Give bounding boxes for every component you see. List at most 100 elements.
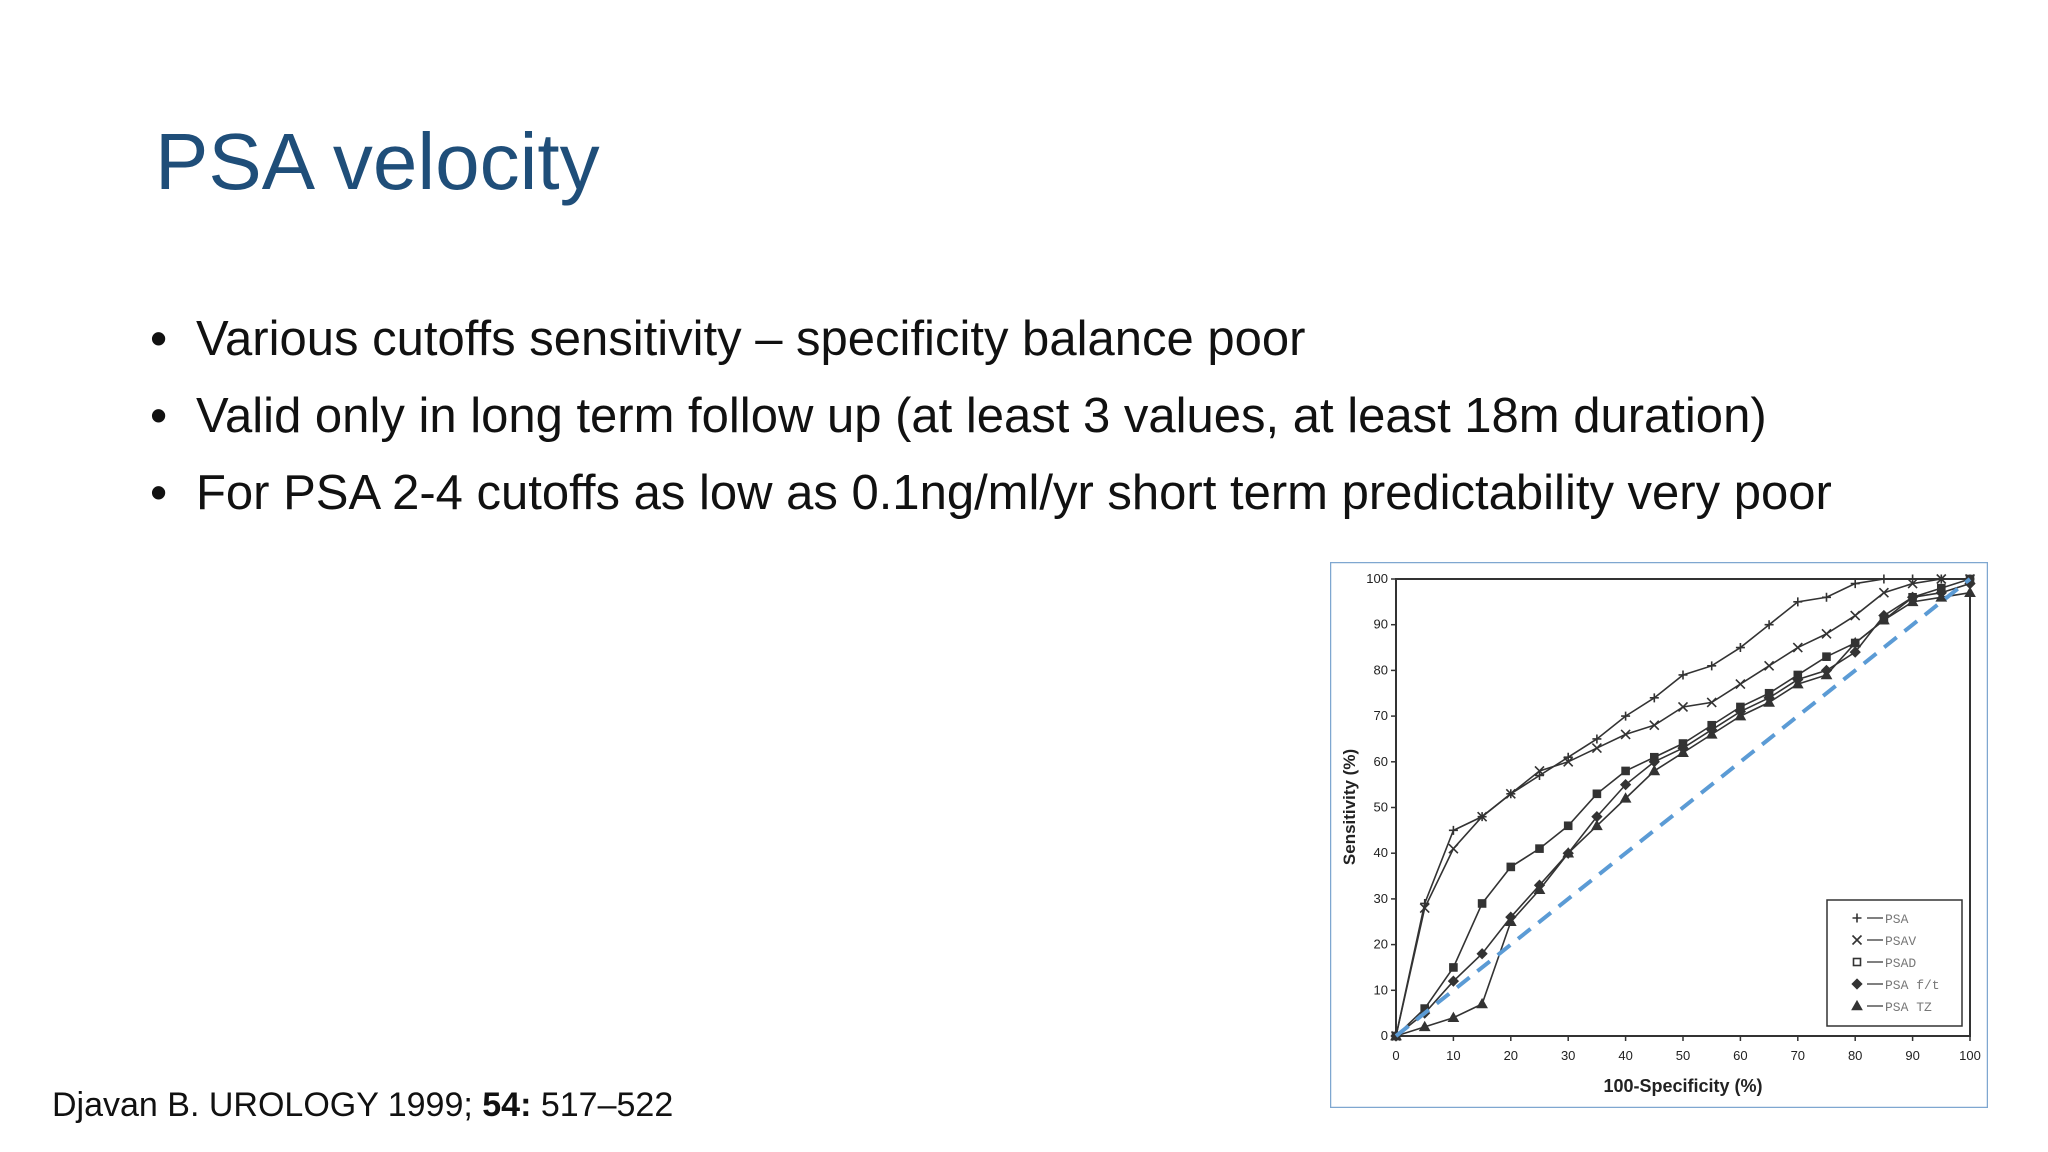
marker [1821,628,1832,639]
marker [1649,720,1660,731]
marker [1563,756,1574,767]
marker [1906,595,1919,607]
x-axis-title: 100-Specificity (%) [1603,1076,1762,1096]
marker [1447,975,1460,987]
marker [1506,862,1516,872]
y-tick-label: 70 [1374,708,1388,723]
x-tick-label: 100 [1959,1048,1981,1063]
marker [1504,915,1517,927]
marker [1707,661,1717,671]
marker [1879,574,1889,584]
marker [1677,701,1689,713]
marker [1477,899,1487,908]
marker [1935,591,1948,602]
marker [1592,734,1602,744]
marker [1563,752,1573,762]
marker [1535,771,1544,781]
citation-volume: 54: [482,1086,532,1124]
y-tick-label: 90 [1374,617,1388,632]
chart: 100-Specificity (%) Sensitivity (%) 0 10 2… [1330,562,1988,1108]
marker [1648,764,1661,776]
marker [1851,978,1863,990]
marker [1505,788,1516,799]
x-tick-label: 30 [1561,1048,1575,1063]
marker [1619,779,1632,791]
marker [1449,963,1458,972]
marker [1822,652,1831,661]
x-tick-label: 50 [1676,1048,1690,1063]
marker [1852,913,1862,923]
marker [1936,573,1947,585]
y-tick-label: 60 [1374,754,1388,769]
marker [1964,586,1976,598]
marker [1562,847,1575,858]
marker [1850,579,1860,589]
x-tick-label: 60 [1733,1048,1747,1063]
marker [1476,997,1488,1009]
legend-label: PSA f/t [1885,978,1940,993]
marker [1764,660,1775,671]
x-tick-label: 80 [1848,1048,1862,1063]
slide-title: PSA velocity [155,117,600,206]
marker [1792,642,1803,653]
marker [1849,646,1861,658]
marker [1907,578,1918,589]
marker [1419,902,1430,914]
marker [1476,948,1488,960]
citation-pages: 517–522 [540,1086,674,1124]
x-tick-label: 20 [1504,1048,1518,1063]
x-tick-label: 70 [1791,1048,1805,1063]
marker [1621,711,1631,721]
marker [1820,668,1833,680]
marker [1592,789,1602,799]
legend-label: PSAD [1885,956,1916,971]
reference-line [1394,577,1972,1038]
marker [1849,636,1862,648]
marker [1793,597,1803,607]
marker [1852,957,1862,967]
y-tick-label: 100 [1366,571,1388,586]
legend: PSA PSAV PSAD PSA f/t PSA TZ [1826,899,1963,1027]
bullet: Various cutoffs sensitivity – specificit… [150,312,1866,367]
marker [1734,709,1747,721]
citation-source: Djavan B. UROLOGY 1999; [52,1086,473,1124]
marker [1678,670,1688,680]
marker [1447,1011,1460,1023]
y-tick-label: 10 [1374,982,1388,997]
marker [1763,696,1775,707]
marker [1791,677,1804,689]
x-tick-label: 90 [1905,1048,1919,1063]
x-tick-label: 0 [1392,1048,1399,1063]
y-tick-label: 0 [1381,1028,1388,1043]
legend-label: PSAV [1885,934,1916,949]
marker [1822,592,1831,602]
x-tick-label: 10 [1446,1048,1460,1063]
marker [1477,811,1488,822]
legend-label: PSA [1885,912,1909,927]
marker [1448,825,1458,835]
marker [1878,613,1890,625]
marker [1649,693,1659,703]
marker [1735,679,1746,690]
y-tick-label: 20 [1374,937,1388,952]
marker [1908,574,1918,584]
marker [1621,766,1630,776]
marker [1677,746,1689,757]
legend-box [1826,899,1963,1027]
marker [1563,821,1573,831]
marker [1706,697,1717,708]
marker [1851,999,1863,1011]
y-tick-label: 30 [1374,891,1388,906]
marker [1735,643,1745,653]
marker [1619,792,1632,803]
y-tick-label: 80 [1374,662,1388,677]
y-tick-label: 50 [1374,800,1388,815]
marker [1878,587,1889,598]
y-tick-label: 40 [1374,845,1388,860]
marker [1535,844,1544,853]
marker [1418,1020,1431,1032]
marker [1850,610,1861,621]
citation: Djavan B. UROLOGY 1999; 54: 517–522 [52,1086,673,1125]
marker [1448,843,1459,854]
